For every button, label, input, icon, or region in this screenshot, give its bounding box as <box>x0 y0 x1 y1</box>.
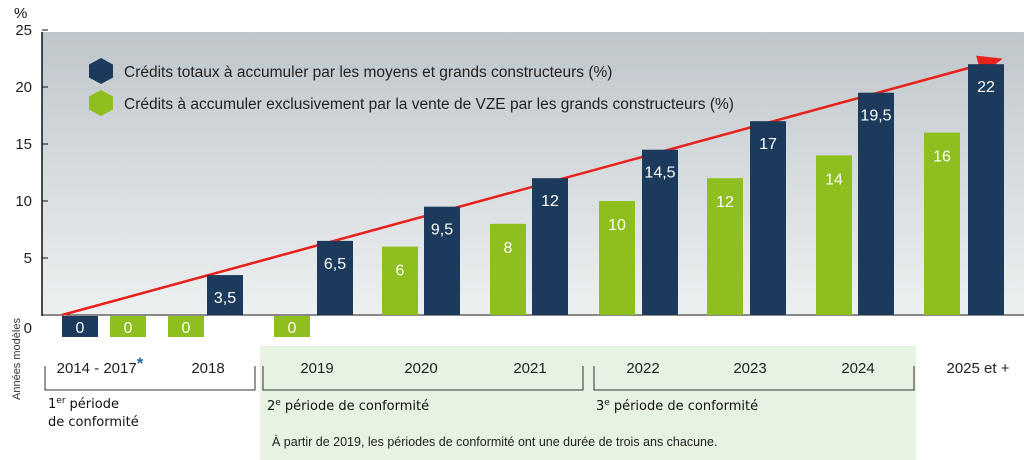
y-tick-label: 25 <box>15 22 32 39</box>
category-asterisk: * <box>137 354 144 373</box>
legend-label-vze: Crédits à accumuler exclusivement par la… <box>124 96 734 113</box>
bar-vze-zero <box>274 316 310 337</box>
y-unit-label: % <box>14 5 27 22</box>
bar-label-total: 22 <box>977 79 995 96</box>
bar-label-total: 6,5 <box>324 256 346 273</box>
bar-label-total: 17 <box>759 136 777 153</box>
x-axis-title: Années modèles <box>11 318 23 400</box>
bar-label-total: 3,5 <box>214 290 236 307</box>
bar-label-total: 0 <box>76 320 85 337</box>
bar-label-vze: 10 <box>608 217 626 234</box>
bar-label-vze: 8 <box>504 240 513 257</box>
bar-label-total: 9,5 <box>431 222 453 239</box>
bars: 0 3,5 6,5 9,5 12 14,5 17 19,5 22 0 0 0 6 8 10 12 14 16 <box>62 64 1004 337</box>
period-1-label-line2: de conformité <box>48 415 139 430</box>
bar-label-vze: 0 <box>182 320 191 337</box>
bar-label-vze: 12 <box>716 194 734 211</box>
bar-vze <box>816 155 852 315</box>
bar-vze <box>707 178 743 315</box>
bar-label-vze: 0 <box>288 320 297 337</box>
category-label: 2020 <box>404 360 437 377</box>
bar-total <box>207 275 243 315</box>
y-ticks: 0 5 10 15 20 25 <box>15 22 48 337</box>
bar-total <box>317 240 353 315</box>
bar-vze-zero <box>110 316 146 337</box>
legend-swatch-dark <box>89 58 113 84</box>
legend-item-vze: Crédits à accumuler exclusivement par la… <box>89 90 734 116</box>
bracket-period-1 <box>44 366 256 391</box>
period-1-label: 1er période <box>48 396 119 412</box>
bar-vze <box>382 246 418 315</box>
bar-label-total: 14,5 <box>644 165 675 182</box>
bar-total <box>858 92 894 315</box>
y-tick-label: 5 <box>24 250 32 267</box>
legend-item-total: Crédits totaux à accumuler par les moyen… <box>89 58 612 84</box>
category-label: 2018 <box>191 360 224 377</box>
category-label: 2024 <box>841 360 874 377</box>
legend-swatch-green <box>89 90 113 116</box>
bar-vze <box>490 223 526 315</box>
category-label: 2022 <box>626 360 659 377</box>
bar-vze <box>599 201 635 315</box>
note-text: À partir de 2019, les périodes de confor… <box>272 434 717 449</box>
period-brackets <box>44 366 915 391</box>
legend: Crédits totaux à accumuler par les moyen… <box>89 58 734 116</box>
bar-label-vze: 0 <box>124 320 133 337</box>
bar-total <box>642 149 678 315</box>
bar-total-zero <box>62 316 98 337</box>
bar-label-total: 19,5 <box>860 108 891 125</box>
y-tick-label: 20 <box>15 79 32 96</box>
period-2-label: 2e période de conformité <box>267 398 429 414</box>
y-tick-label: 10 <box>15 193 32 210</box>
bar-label-vze: 14 <box>825 171 843 188</box>
category-label: 2021 <box>513 360 546 377</box>
period-3-label: 3e période de conformité <box>596 398 758 414</box>
bar-vze <box>924 132 960 315</box>
bar-total <box>750 121 786 315</box>
category-labels: 2014 - 2017* 2018 2019 2020 2021 2022 2023 2024… <box>57 354 1010 377</box>
category-label: 2025 et + <box>947 360 1010 377</box>
period-band <box>260 346 916 460</box>
trend-line <box>61 55 1003 317</box>
y-tick-label: 15 <box>15 136 32 153</box>
bracket-period-2 <box>262 366 584 391</box>
bar-total <box>532 178 568 315</box>
category-label: 2023 <box>733 360 766 377</box>
bar-label-vze: 6 <box>396 263 405 280</box>
bar-total <box>968 64 1004 315</box>
bar-label-total: 12 <box>541 193 559 210</box>
bar-label-vze: 16 <box>933 149 951 166</box>
bracket-period-3 <box>593 366 915 391</box>
category-label: 2019 <box>300 360 333 377</box>
bar-total <box>424 206 460 315</box>
category-label: 2014 - 2017* <box>57 354 144 377</box>
trend-arrow <box>61 55 1003 317</box>
legend-label-total: Crédits totaux à accumuler par les moyen… <box>124 64 612 81</box>
y-tick-label: 0 <box>24 320 32 337</box>
bar-vze-zero <box>168 316 204 337</box>
